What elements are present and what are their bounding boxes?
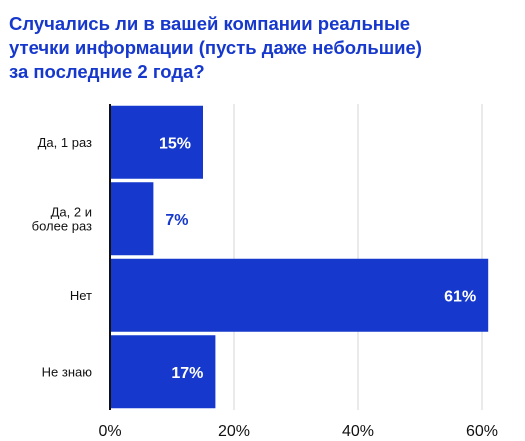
bar-data-label: 17%: [171, 365, 203, 382]
bar: [110, 182, 154, 256]
bar: [110, 258, 489, 332]
category-label: более раз: [32, 218, 92, 233]
data-labels: 15% 7% 61% 17%: [159, 135, 476, 382]
bar-data-label: 7%: [165, 212, 188, 229]
bar: [110, 335, 216, 409]
category-label: Да, 2 и: [51, 204, 92, 219]
bars: [110, 105, 489, 409]
x-tick-label: 20%: [218, 423, 250, 440]
x-tick-label: 60%: [466, 423, 498, 440]
category-label: Нет: [70, 288, 92, 303]
bar: [110, 105, 203, 179]
bar-data-label: 15%: [159, 135, 191, 152]
chart-title: Случались ли в вашей компании реальные у…: [9, 13, 422, 82]
x-tick-labels: 0% 20% 40% 60%: [98, 423, 498, 440]
x-tick-label: 0%: [98, 423, 121, 440]
category-label: Да, 1 раз: [38, 135, 92, 150]
category-label: Не знаю: [42, 364, 93, 379]
x-tick-label: 40%: [342, 423, 374, 440]
bar-data-label: 61%: [444, 288, 476, 305]
gridlines: [233, 104, 483, 410]
